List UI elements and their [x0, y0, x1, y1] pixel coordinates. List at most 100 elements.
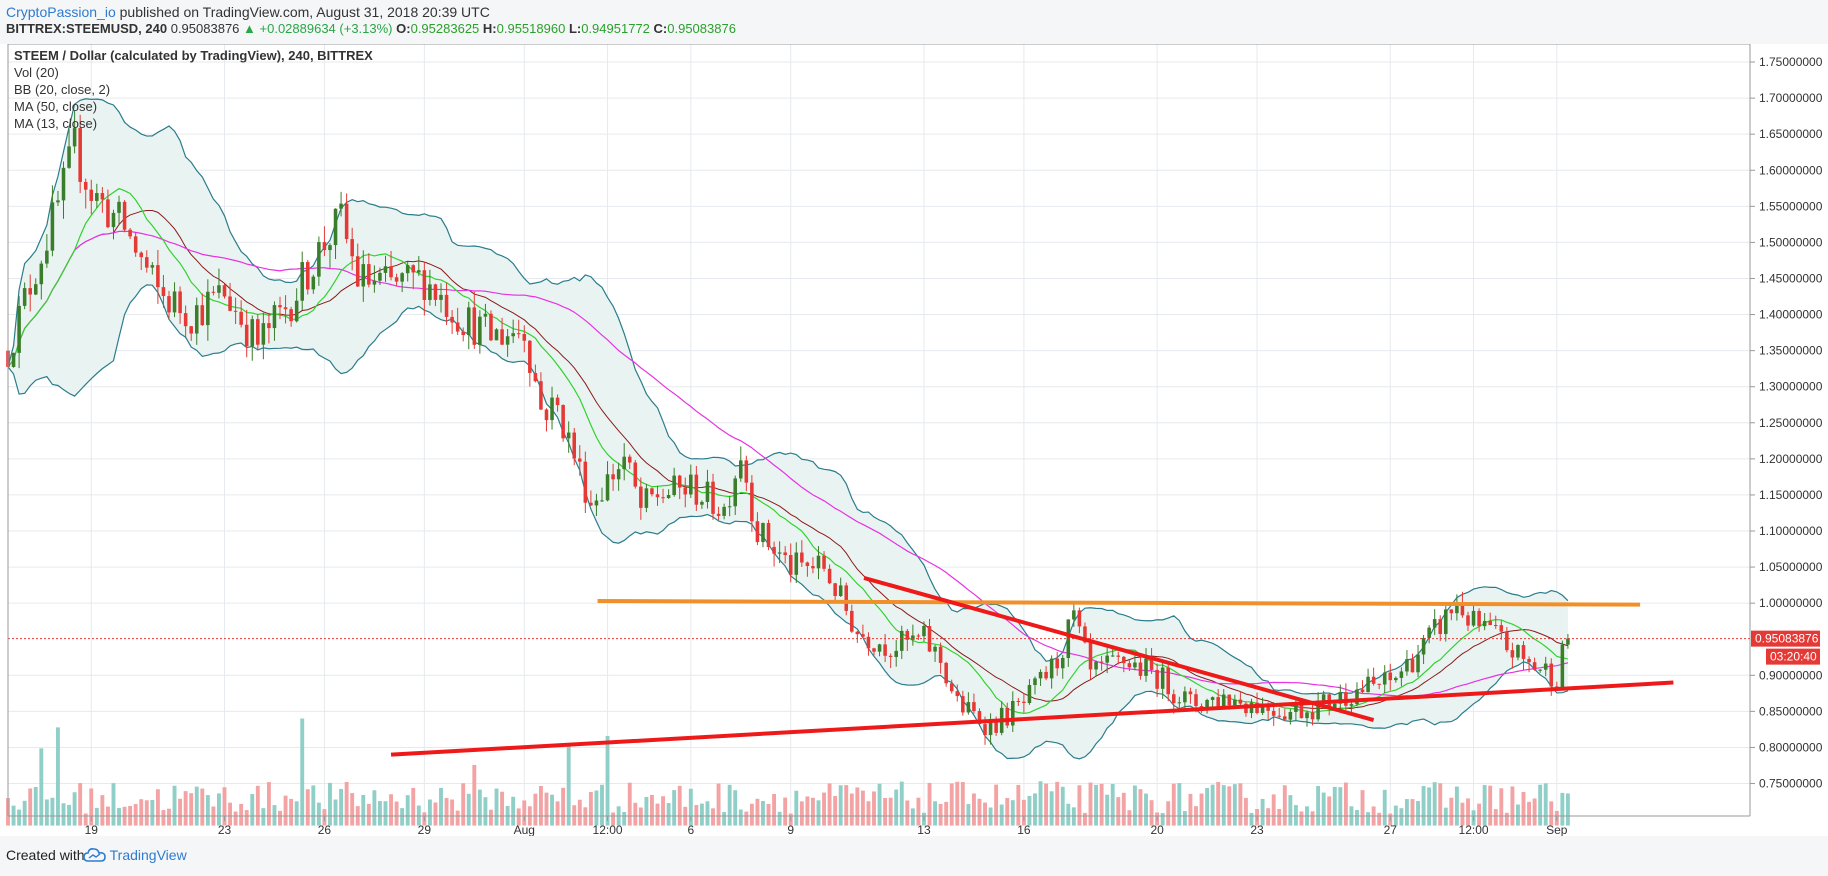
legend-vol[interactable]: Vol (20) [14, 65, 59, 80]
candle-body [511, 333, 515, 337]
volume-bar [111, 783, 116, 826]
volume-bar [461, 783, 466, 826]
candle-body [244, 324, 249, 347]
last-price-badge [1751, 630, 1820, 647]
volume-bar [672, 790, 677, 826]
volume-bar [44, 799, 49, 826]
legend-ma13[interactable]: MA (13, close) [14, 116, 97, 131]
candle-body [611, 474, 615, 480]
volume-bar [1565, 793, 1570, 826]
high-label: H: [482, 21, 497, 36]
header-bar: CryptoPassion_io published on TradingVie… [0, 0, 1828, 44]
candle-body [1499, 625, 1504, 632]
candle-body [1194, 694, 1198, 707]
candle-body [61, 167, 66, 201]
publish-line: CryptoPassion_io published on TradingVie… [6, 4, 490, 20]
volume-bar [1094, 784, 1098, 826]
open-label: O: [396, 21, 411, 36]
tradingview-logo[interactable]: TradingView [83, 847, 187, 863]
legend-bb[interactable]: BB (20, close, 2) [14, 82, 110, 97]
candle-body [1471, 610, 1476, 626]
volume-bar [1260, 798, 1265, 826]
candle-body [1060, 657, 1065, 669]
volume-bar [1338, 787, 1343, 826]
last-price: 0.95083876 [170, 21, 240, 36]
candle-body [1405, 659, 1409, 672]
volume-bar [316, 802, 321, 826]
volume-bar [666, 803, 671, 826]
candle-body [1366, 676, 1370, 693]
candle-body [11, 352, 16, 367]
candle-body [1072, 610, 1076, 620]
candle-body [17, 305, 21, 353]
candle-body [39, 263, 44, 285]
volume-bar [361, 794, 366, 826]
descending-trendline[interactable] [863, 575, 1375, 722]
candle-body [589, 502, 593, 506]
volume-bar [377, 801, 382, 826]
price-axis[interactable]: 1.75000000 1.70000000 1.65000000 1.60000000… [1750, 55, 1823, 791]
volume-bar [1010, 800, 1015, 826]
candle-body [705, 481, 710, 502]
volume-bar [139, 799, 144, 826]
candle-body [1388, 672, 1393, 681]
candle-body [378, 272, 382, 281]
candle-body [100, 193, 105, 200]
candle-body [161, 287, 166, 297]
volume-bar [544, 792, 549, 826]
price-chart[interactable]: 1.75000000 1.70000000 1.65000000 1.60000000… [0, 44, 1828, 836]
volume-bar [1310, 811, 1315, 826]
candle-body [972, 702, 976, 712]
volume-bar [83, 813, 88, 826]
bollinger-bands [7, 98, 1569, 760]
candle-body [189, 326, 193, 334]
y-tick-label: 1.10000000 [1759, 524, 1823, 538]
candle-body [145, 257, 149, 268]
time-axis[interactable]: 19 23 26 29 Aug 12:00 6 9 13 16 20 23 27 12:00 Sep [85, 816, 1568, 836]
y-tick-label: 1.45000000 [1759, 271, 1823, 285]
resistance-line[interactable] [597, 598, 1641, 607]
volume-bar [100, 795, 105, 826]
candle-body [916, 635, 921, 637]
volume-bar [550, 794, 554, 826]
candle-body [794, 552, 799, 575]
volume-bar [228, 802, 232, 826]
candle-body [1371, 676, 1376, 684]
candle-body [594, 500, 599, 506]
tradingview-brand[interactable]: TradingView [109, 847, 187, 863]
volume-bar [1166, 801, 1171, 826]
candle-body [1566, 638, 1570, 645]
candle-body [167, 296, 171, 313]
candle-body [1083, 626, 1087, 643]
bb-fill [8, 98, 1568, 759]
candle-body [450, 316, 454, 323]
volume-bar [372, 790, 377, 826]
candle-body [67, 146, 71, 168]
volume-bar [594, 790, 599, 826]
candle-body [966, 702, 971, 713]
candle-body [200, 305, 205, 326]
candle-body [1355, 689, 1359, 705]
open-value: 0.95283625 [410, 21, 480, 36]
volume-bar [1221, 785, 1226, 826]
legend-ma50[interactable]: MA (50, close) [14, 99, 97, 114]
volume-bar [1177, 783, 1182, 826]
candle-body [716, 513, 721, 516]
volume-bar [339, 788, 344, 826]
candle-body [1510, 650, 1515, 658]
volume-bar [1421, 786, 1426, 826]
candle-body [461, 331, 465, 336]
candle-body [539, 381, 543, 410]
candle-body [1077, 610, 1082, 627]
candle-body [466, 307, 471, 336]
candle-body [328, 245, 332, 251]
candle-body [150, 265, 155, 268]
author-link[interactable]: CryptoPassion_io [6, 4, 116, 20]
volume-bar [1127, 810, 1132, 826]
candle-body [1122, 656, 1126, 664]
candle-body [139, 252, 144, 258]
candle-body [694, 474, 699, 505]
ascending-trendline[interactable] [390, 680, 1674, 757]
volume-bar [1060, 786, 1065, 826]
candle-body [1482, 620, 1487, 627]
